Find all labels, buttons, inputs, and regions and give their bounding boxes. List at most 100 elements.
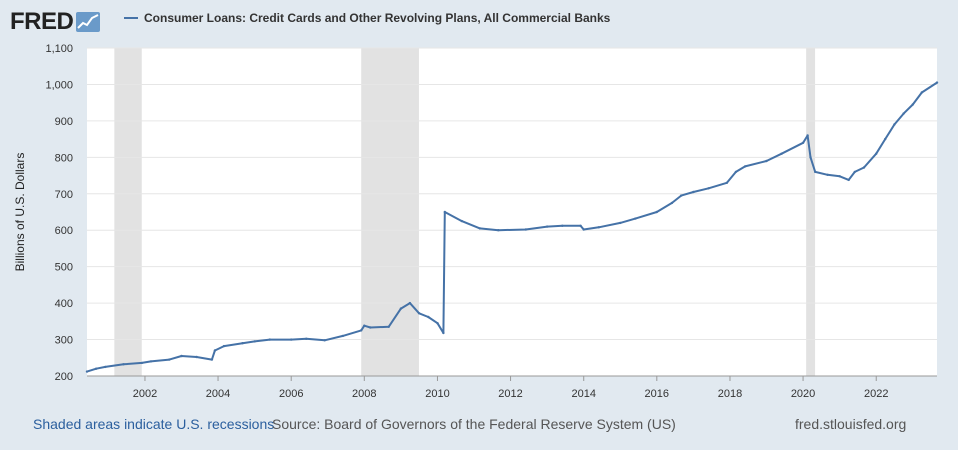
y-tick-label: 300 bbox=[55, 335, 73, 347]
data-point[interactable] bbox=[360, 329, 363, 332]
data-point[interactable] bbox=[579, 224, 582, 227]
site-link[interactable]: fred.stlouisfed.org bbox=[795, 416, 907, 432]
data-point[interactable] bbox=[213, 349, 217, 352]
fred-logo-text: FRED bbox=[10, 8, 74, 35]
line-chart[interactable]: 200 300 400 500 600 700 800 900 1,000 1,100 2002 20… bbox=[0, 38, 958, 410]
x-tick-label: 2010 bbox=[425, 388, 449, 400]
data-point[interactable] bbox=[801, 141, 805, 144]
x-tick-label: 2006 bbox=[279, 388, 303, 400]
x-tick-label: 2016 bbox=[645, 388, 669, 400]
data-point[interactable] bbox=[765, 159, 768, 163]
data-point[interactable] bbox=[707, 187, 710, 190]
data-point[interactable] bbox=[680, 194, 683, 197]
recession-note-link[interactable]: Shaded areas indicate U.S. recessions bbox=[33, 416, 275, 432]
data-point[interactable] bbox=[725, 181, 729, 184]
data-point[interactable] bbox=[911, 103, 914, 106]
data-point[interactable] bbox=[806, 134, 809, 137]
data-point[interactable] bbox=[862, 166, 866, 169]
data-point[interactable] bbox=[399, 307, 403, 310]
plot-area bbox=[87, 48, 937, 376]
data-point[interactable] bbox=[597, 226, 600, 229]
data-point[interactable] bbox=[875, 152, 878, 155]
data-point[interactable] bbox=[442, 331, 445, 335]
data-point[interactable] bbox=[417, 312, 421, 315]
source-text: Source: Board of Governors of the Federa… bbox=[272, 416, 676, 432]
data-point[interactable] bbox=[847, 178, 850, 182]
data-point[interactable] bbox=[853, 170, 856, 174]
data-point[interactable] bbox=[408, 301, 412, 305]
data-point[interactable] bbox=[149, 360, 153, 363]
data-point[interactable] bbox=[268, 338, 271, 341]
y-tick-label: 500 bbox=[55, 262, 73, 274]
data-point[interactable] bbox=[497, 229, 500, 232]
data-point[interactable] bbox=[582, 228, 585, 231]
data-point[interactable] bbox=[780, 152, 783, 155]
x-tick-label: 2020 bbox=[791, 388, 815, 400]
data-point[interactable] bbox=[122, 363, 125, 366]
y-tick-label: 1,000 bbox=[45, 79, 73, 91]
data-point[interactable] bbox=[884, 137, 887, 141]
data-point[interactable] bbox=[920, 91, 923, 94]
data-point[interactable] bbox=[168, 358, 171, 361]
y-tick-label: 700 bbox=[55, 189, 73, 201]
y-tick-label: 1,100 bbox=[45, 43, 73, 55]
data-point[interactable] bbox=[85, 370, 89, 373]
data-point[interactable] bbox=[734, 170, 738, 174]
data-point[interactable] bbox=[634, 217, 637, 220]
data-point[interactable] bbox=[460, 219, 463, 223]
data-point[interactable] bbox=[195, 355, 198, 359]
data-point[interactable] bbox=[935, 81, 939, 84]
data-point[interactable] bbox=[478, 227, 482, 230]
data-point[interactable] bbox=[140, 361, 144, 365]
data-point[interactable] bbox=[561, 224, 564, 227]
legend-series-label: Consumer Loans: Credit Cards and Other R… bbox=[144, 11, 611, 25]
data-point[interactable] bbox=[427, 315, 430, 319]
data-point[interactable] bbox=[305, 337, 308, 340]
data-point[interactable] bbox=[743, 165, 747, 168]
y-axis-title: Billions of U.S. Dollars bbox=[13, 153, 27, 272]
data-point[interactable] bbox=[436, 322, 439, 325]
data-point[interactable] bbox=[95, 367, 98, 370]
fred-logo[interactable]: FRED bbox=[10, 8, 101, 36]
y-tick-label: 800 bbox=[55, 152, 73, 164]
data-point[interactable] bbox=[443, 210, 446, 214]
x-tick-label: 2018 bbox=[718, 388, 742, 400]
data-point[interactable] bbox=[692, 190, 695, 194]
data-point[interactable] bbox=[222, 344, 226, 348]
data-point[interactable] bbox=[826, 173, 829, 176]
y-tick-label: 200 bbox=[55, 371, 73, 383]
data-point[interactable] bbox=[524, 228, 527, 231]
data-point[interactable] bbox=[104, 365, 107, 369]
recession-band bbox=[806, 48, 816, 376]
data-point[interactable] bbox=[546, 225, 549, 228]
data-point[interactable] bbox=[369, 326, 372, 329]
data-point[interactable] bbox=[809, 156, 812, 159]
data-point[interactable] bbox=[341, 334, 345, 338]
data-point[interactable] bbox=[241, 342, 244, 345]
y-tick-label: 600 bbox=[55, 225, 73, 237]
data-point[interactable] bbox=[619, 221, 622, 225]
chart-header: FRED Consumer Loans: Credit Cards and Ot… bbox=[0, 0, 958, 40]
data-point[interactable] bbox=[814, 170, 817, 174]
x-tick-label: 2008 bbox=[352, 388, 376, 400]
data-point[interactable] bbox=[902, 112, 905, 115]
chart-legend[interactable]: Consumer Loans: Credit Cards and Other R… bbox=[124, 11, 610, 25]
data-point[interactable] bbox=[670, 201, 674, 205]
data-point[interactable] bbox=[210, 358, 214, 361]
data-point[interactable] bbox=[253, 340, 256, 343]
x-tick-label: 2014 bbox=[571, 388, 595, 400]
data-point[interactable] bbox=[655, 210, 658, 214]
x-tick-label: 2004 bbox=[206, 388, 230, 400]
data-point[interactable] bbox=[893, 123, 896, 126]
data-point[interactable] bbox=[323, 339, 326, 342]
recession-band bbox=[114, 48, 142, 376]
legend-swatch bbox=[124, 17, 138, 19]
data-point[interactable] bbox=[838, 175, 841, 178]
data-point[interactable] bbox=[387, 325, 390, 328]
data-point[interactable] bbox=[290, 338, 293, 341]
y-tick-label: 400 bbox=[55, 298, 73, 310]
data-point[interactable] bbox=[363, 324, 366, 327]
x-tick-label: 2002 bbox=[133, 388, 157, 400]
data-point[interactable] bbox=[180, 354, 183, 358]
x-tick-label: 2012 bbox=[498, 388, 522, 400]
